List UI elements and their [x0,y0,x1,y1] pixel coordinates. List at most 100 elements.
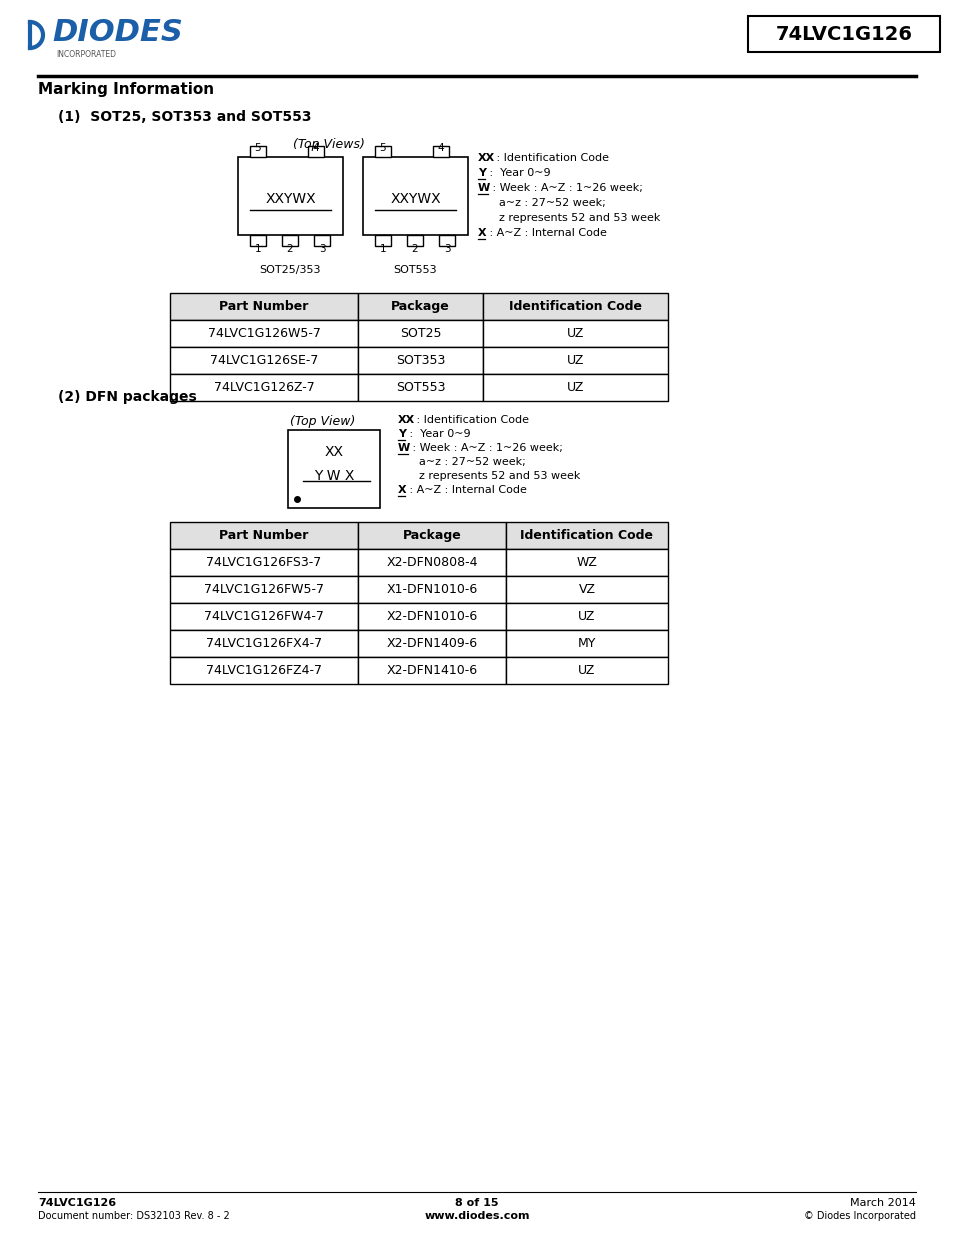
Bar [505,522,667,550]
Text: : Week : A~Z : 1~26 week;: : Week : A~Z : 1~26 week; [489,183,642,193]
Text: 3: 3 [318,245,325,254]
Bar [170,576,357,603]
Bar [505,576,667,603]
Text: a~z : 27~52 week;: a~z : 27~52 week; [477,198,605,207]
Text: 3: 3 [443,245,450,254]
Text: : Week : A~Z : 1~26 week;: : Week : A~Z : 1~26 week; [409,443,562,453]
Text: UZ: UZ [566,327,583,340]
Bar [288,430,379,508]
Bar [482,293,667,320]
Bar [170,657,357,684]
Bar [170,630,357,657]
Bar [482,374,667,401]
Bar [357,347,482,374]
Text: : Identification Code: : Identification Code [413,415,529,425]
Text: Y: Y [397,429,406,438]
Text: X: X [477,228,486,238]
Text: SOT25: SOT25 [399,327,441,340]
Text: 74LVC1G126FW5-7: 74LVC1G126FW5-7 [204,583,324,597]
Bar [250,146,266,157]
Bar [407,235,422,246]
Text: X2-DFN1409-6: X2-DFN1409-6 [386,637,477,650]
Bar [482,347,667,374]
Text: 5: 5 [254,143,261,153]
Text: : A~Z : Internal Code: : A~Z : Internal Code [485,228,606,238]
Text: X1-DFN1010-6: X1-DFN1010-6 [386,583,477,597]
Text: 74LVC1G126FS3-7: 74LVC1G126FS3-7 [206,556,321,569]
Text: z represents 52 and 53 week: z represents 52 and 53 week [397,471,579,480]
Text: Identification Code: Identification Code [520,529,653,542]
Text: 1: 1 [254,245,261,254]
Text: z represents 52 and 53 week: z represents 52 and 53 week [477,212,659,224]
Text: SOT25/353: SOT25/353 [259,266,321,275]
Bar [357,374,482,401]
Text: X2-DFN1410-6: X2-DFN1410-6 [386,664,477,677]
Text: SOT553: SOT553 [395,382,445,394]
Text: 74LVC1G126SE-7: 74LVC1G126SE-7 [210,354,318,367]
Text: WZ: WZ [576,556,597,569]
Text: Package: Package [402,529,461,542]
Text: :  Year 0~9: : Year 0~9 [485,168,550,178]
Bar [433,146,449,157]
Text: UZ: UZ [566,382,583,394]
Text: 74LVC1G126: 74LVC1G126 [775,25,911,43]
Text: 8 of 15: 8 of 15 [455,1198,498,1208]
Text: 4: 4 [313,143,319,153]
Text: (Top Views): (Top Views) [293,138,364,151]
Bar [505,657,667,684]
Text: 74LVC1G126: 74LVC1G126 [38,1198,116,1208]
Bar [357,550,505,576]
Text: :  Year 0~9: : Year 0~9 [406,429,470,438]
Text: (Top View): (Top View) [290,415,355,429]
Bar [375,146,391,157]
Text: Y: Y [477,168,485,178]
Bar [170,522,357,550]
Bar [237,157,343,235]
Bar [747,16,939,52]
Text: SOT353: SOT353 [395,354,445,367]
Text: X2-DFN0808-4: X2-DFN0808-4 [386,556,477,569]
Bar [170,550,357,576]
Text: www.diodes.com: www.diodes.com [424,1212,529,1221]
Text: W: W [477,183,490,193]
Text: UZ: UZ [566,354,583,367]
Bar [505,630,667,657]
Bar [505,550,667,576]
Text: Y W X: Y W X [314,469,354,483]
Text: Package: Package [391,300,450,312]
Bar [170,320,357,347]
Bar [357,657,505,684]
Bar [375,235,391,246]
Text: 2: 2 [287,245,293,254]
Text: 74LVC1G126W5-7: 74LVC1G126W5-7 [208,327,320,340]
Text: Document number: DS32103 Rev. 8 - 2: Document number: DS32103 Rev. 8 - 2 [38,1212,230,1221]
Text: INCORPORATED: INCORPORATED [56,49,116,59]
Text: 4: 4 [437,143,444,153]
Text: XXYWX: XXYWX [265,191,315,206]
Bar [438,235,455,246]
Text: 74LVC1G126FX4-7: 74LVC1G126FX4-7 [206,637,322,650]
Text: 74LVC1G126FW4-7: 74LVC1G126FW4-7 [204,610,324,622]
Bar [170,374,357,401]
Text: 1: 1 [379,245,386,254]
Text: MY: MY [578,637,596,650]
Bar [482,320,667,347]
Text: VZ: VZ [578,583,595,597]
Bar [505,603,667,630]
Text: UZ: UZ [578,664,595,677]
Bar [308,146,324,157]
Text: © Diodes Incorporated: © Diodes Incorporated [803,1212,915,1221]
Text: 74LVC1G126FZ4-7: 74LVC1G126FZ4-7 [206,664,322,677]
Text: 5: 5 [379,143,386,153]
Text: Part Number: Part Number [219,300,309,312]
Text: SOT553: SOT553 [394,266,436,275]
Text: X2-DFN1010-6: X2-DFN1010-6 [386,610,477,622]
Text: UZ: UZ [578,610,595,622]
Text: 74LVC1G126Z-7: 74LVC1G126Z-7 [213,382,314,394]
Text: 2: 2 [412,245,417,254]
Text: March 2014: March 2014 [849,1198,915,1208]
Text: X: X [397,485,406,495]
Text: a~z : 27~52 week;: a~z : 27~52 week; [397,457,525,467]
Bar [357,293,482,320]
Text: XX: XX [397,415,415,425]
